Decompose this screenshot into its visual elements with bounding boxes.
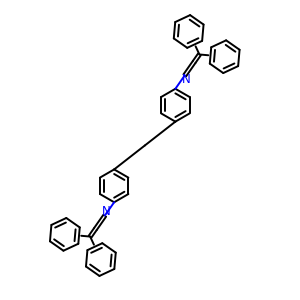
Text: N: N xyxy=(102,205,111,218)
Text: N: N xyxy=(182,73,191,86)
